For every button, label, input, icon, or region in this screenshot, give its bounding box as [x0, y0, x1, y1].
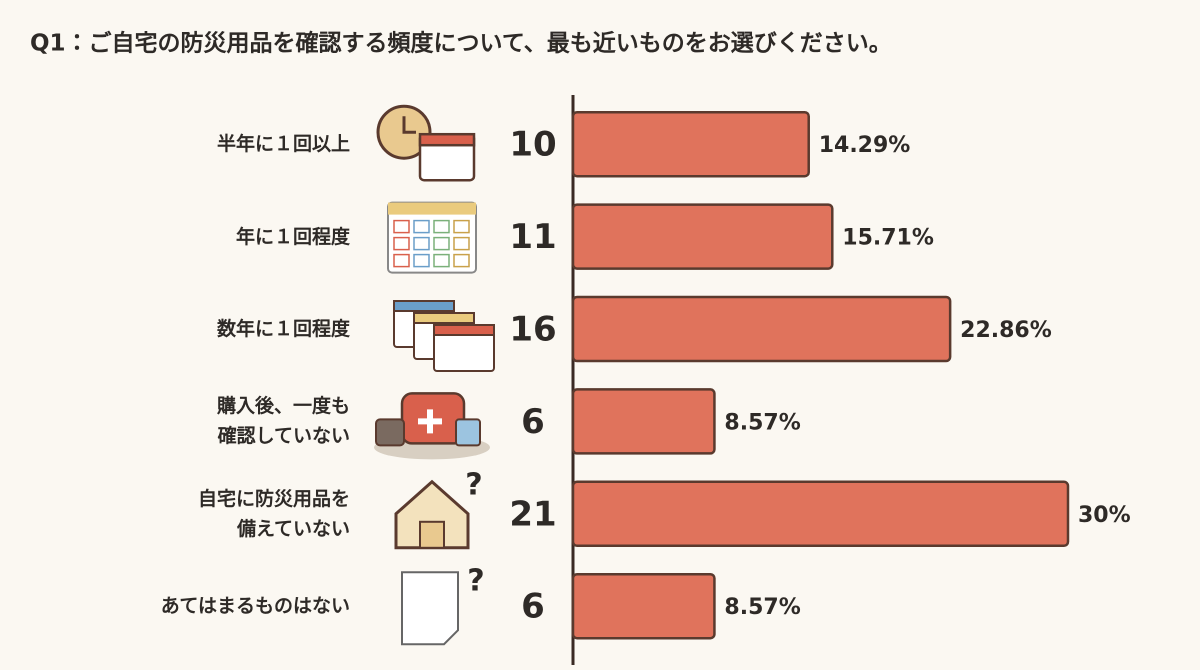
- icon-part: [419, 520, 445, 549]
- bar: [571, 572, 716, 640]
- icon-part: [401, 571, 459, 646]
- count-label: 6: [521, 402, 545, 442]
- bar: [571, 388, 716, 455]
- icon-part: [413, 219, 430, 234]
- category-label: 年に１回程度: [235, 225, 350, 248]
- icon-part: [413, 253, 430, 268]
- icon-part: [418, 409, 442, 434]
- icon: ?: [401, 564, 485, 646]
- icon-part: [393, 219, 410, 234]
- icon-part: [393, 300, 455, 312]
- icon-part: [413, 312, 475, 324]
- category-label: 購入後、一度も 確認していない: [216, 395, 350, 448]
- percent-label: 22.86%: [960, 318, 1052, 343]
- icon-part: [433, 324, 495, 336]
- category-label: 自宅に防災用品を 備えていない: [197, 487, 350, 540]
- icon-part: [393, 236, 410, 251]
- icon-part: ?: [465, 467, 482, 502]
- count-label: 16: [509, 310, 556, 350]
- icon: [387, 201, 477, 274]
- count-label: 21: [509, 494, 556, 534]
- icon-part: [453, 253, 470, 268]
- category-label: あてはまるものはない: [160, 595, 350, 618]
- icon-part: [413, 236, 430, 251]
- icon-part: [375, 418, 405, 447]
- percent-label: 15.71%: [842, 226, 934, 251]
- percent-label: 8.57%: [724, 595, 800, 620]
- count-label: 10: [509, 125, 556, 165]
- icon-part: [394, 479, 470, 550]
- percent-label: 30%: [1078, 503, 1131, 528]
- icon: [393, 300, 495, 372]
- icon-part: [388, 202, 476, 215]
- icon: [376, 104, 476, 182]
- percent-label: 14.29%: [819, 133, 911, 158]
- percent-label: 8.57%: [724, 410, 800, 435]
- icon-part: [393, 253, 410, 268]
- count-label: 11: [509, 217, 556, 257]
- icon-part: [402, 116, 416, 134]
- bar: [571, 203, 834, 270]
- icon-part: ?: [467, 564, 484, 599]
- category-label: 半年に１回以上: [216, 133, 350, 156]
- chart-title: Q1：ご自宅の防災用品を確認する頻度について、最も近いものをお選びください。: [30, 30, 892, 57]
- icon-part: [433, 236, 450, 251]
- icon-part: [418, 132, 476, 147]
- icon-part: [453, 236, 470, 251]
- icon: [374, 392, 490, 460]
- icon-part: [433, 219, 450, 234]
- icon-part: [455, 418, 481, 447]
- icon-part: [433, 253, 450, 268]
- bar: [571, 110, 810, 178]
- count-label: 6: [521, 587, 545, 627]
- category-label: 数年に１回程度: [216, 318, 350, 340]
- bar: [571, 295, 952, 363]
- icon-part: [453, 219, 470, 234]
- bar: [571, 480, 1070, 548]
- icon: ?: [394, 467, 483, 550]
